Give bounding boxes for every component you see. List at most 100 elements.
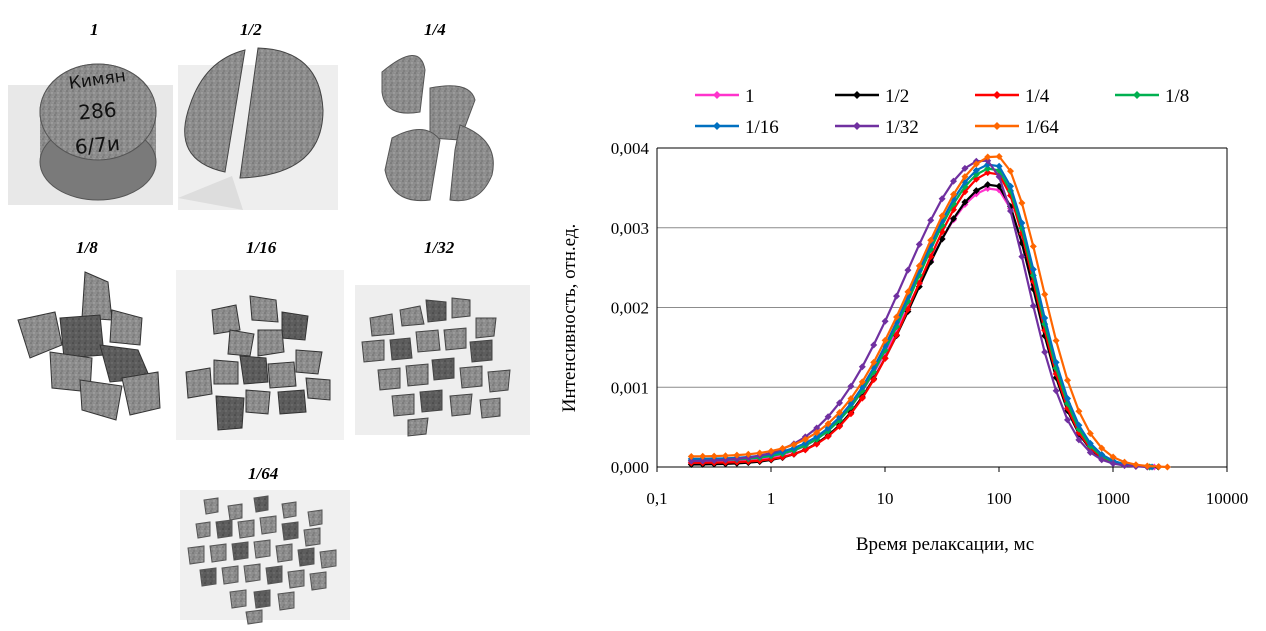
- data-point: [904, 288, 912, 296]
- data-point: [1132, 461, 1140, 469]
- data-point: [1041, 348, 1049, 356]
- core-sixtyfourths: [180, 490, 350, 625]
- legend-entry-1: 1: [695, 86, 755, 107]
- data-point: [1086, 448, 1094, 456]
- data-point: [915, 279, 923, 287]
- data-point: [915, 240, 923, 248]
- x-tick-label: 100: [986, 489, 1012, 508]
- data-point: [1018, 219, 1026, 227]
- legend-swatch-marker: [713, 122, 721, 130]
- data-point: [893, 331, 901, 339]
- data-point: [1075, 421, 1083, 429]
- data-point: [1052, 337, 1060, 345]
- legend-entry-1-2: 1/2: [835, 86, 909, 107]
- data-point: [893, 292, 901, 300]
- data-point: [961, 164, 969, 172]
- core-halves: [178, 47, 338, 210]
- data-point: [1098, 444, 1106, 452]
- legend-swatch-marker: [1133, 91, 1141, 99]
- legend-entry-1-64: 1/64: [975, 117, 1059, 138]
- data-point: [847, 395, 855, 403]
- data-point: [1018, 239, 1026, 247]
- data-point: [1121, 458, 1129, 466]
- sample-label-1: 1: [90, 20, 99, 39]
- data-point: [813, 433, 821, 441]
- series-1-2: [687, 181, 1162, 471]
- sample-label-1-64: 1/64: [248, 464, 279, 483]
- sample-photos-panel: Кимян 286 6/7и: [0, 0, 545, 626]
- data-point: [1075, 425, 1083, 433]
- data-point: [824, 432, 832, 440]
- data-point: [687, 452, 695, 460]
- data-point: [1007, 167, 1015, 175]
- data-point: [972, 187, 980, 195]
- series-line: [691, 171, 1150, 469]
- core-quarters: [381, 55, 494, 202]
- data-point: [961, 173, 969, 181]
- data-point: [699, 457, 707, 465]
- core-sixteenths: [176, 270, 344, 440]
- data-point: [1064, 416, 1072, 424]
- data-point: [1018, 224, 1026, 232]
- sample-label-1-8: 1/8: [76, 238, 98, 257]
- data-point: [790, 444, 798, 452]
- data-point: [984, 153, 992, 161]
- series-1-4: [687, 169, 1154, 471]
- data-point: [1086, 429, 1094, 437]
- data-point: [847, 410, 855, 418]
- data-point: [687, 457, 695, 465]
- data-point: [870, 376, 878, 384]
- data-point: [744, 450, 752, 458]
- data-point: [858, 363, 866, 371]
- series-line: [691, 159, 1149, 468]
- data-point: [1075, 436, 1083, 444]
- legend-swatch-marker: [993, 122, 1001, 130]
- data-point: [1007, 207, 1015, 215]
- data-point: [722, 456, 730, 464]
- data-point: [1109, 453, 1117, 461]
- data-point: [1018, 199, 1026, 207]
- data-point: [995, 153, 1003, 161]
- data-point: [858, 383, 866, 391]
- data-point: [1029, 302, 1037, 310]
- data-point: [1041, 314, 1049, 322]
- data-point: [836, 408, 844, 416]
- legend-label: 1/4: [1025, 86, 1050, 107]
- sample-photos: Кимян 286 6/7и: [8, 47, 530, 625]
- data-point: [1007, 182, 1015, 190]
- data-point: [1018, 230, 1026, 238]
- data-point: [710, 456, 718, 464]
- data-point: [1098, 450, 1106, 458]
- x-tick-label: 0,1: [646, 489, 667, 508]
- data-point: [824, 420, 832, 428]
- data-point: [779, 444, 787, 452]
- data-point: [767, 447, 775, 455]
- series-1-8: [687, 165, 1154, 471]
- x-tick-label: 1000: [1096, 489, 1130, 508]
- data-point: [801, 435, 809, 443]
- data-point: [847, 382, 855, 390]
- series-line: [691, 167, 1150, 469]
- data-point: [1007, 187, 1015, 195]
- y-tick-label: 0,003: [611, 219, 649, 238]
- x-tick-label: 10: [877, 489, 894, 508]
- data-point: [733, 455, 741, 463]
- sample-label-1-32: 1/32: [424, 238, 455, 257]
- data-point: [813, 429, 821, 437]
- data-point: [722, 452, 730, 460]
- data-point: [915, 262, 923, 270]
- series-1-32: [687, 157, 1151, 471]
- core-eighths: [17, 271, 161, 421]
- data-point: [1007, 191, 1015, 199]
- data-point: [801, 446, 809, 454]
- data-point: [1018, 253, 1026, 261]
- data-point: [1052, 358, 1060, 366]
- data-point: [756, 449, 764, 457]
- data-point: [813, 440, 821, 448]
- data-point: [984, 169, 992, 177]
- y-tick-label: 0,000: [611, 458, 649, 477]
- data-point: [984, 165, 992, 173]
- data-point: [927, 216, 935, 224]
- grid-lines: [657, 147, 1227, 388]
- sample-label-1-2: 1/2: [240, 20, 262, 39]
